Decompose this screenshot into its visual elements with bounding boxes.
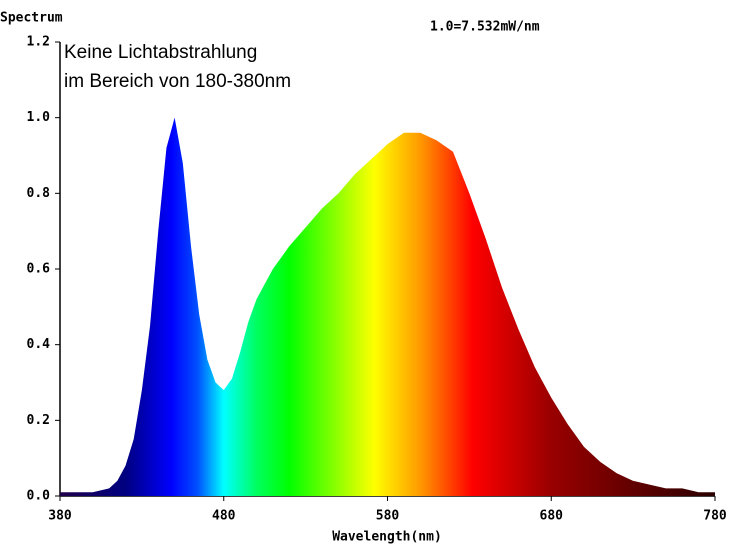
unit-note: 1.0=7.532mW/nm bbox=[430, 20, 540, 35]
x-tick-label: 680 bbox=[540, 509, 564, 524]
y-tick-label: 0.8 bbox=[27, 186, 51, 201]
y-tick-label: 0.4 bbox=[27, 337, 51, 352]
x-tick-label: 580 bbox=[376, 509, 400, 524]
y-tick-label: 1.2 bbox=[27, 35, 50, 50]
y-tick-label: 0.2 bbox=[27, 413, 50, 428]
annotation: Keine Lichtabstrahlung bbox=[64, 42, 257, 63]
y-tick-label: 0.6 bbox=[27, 262, 51, 277]
y-tick-label: 1.0 bbox=[27, 110, 51, 125]
annotation: im Bereich von 180-380nm bbox=[64, 71, 291, 92]
x-tick-label: 780 bbox=[703, 509, 727, 524]
x-axis-label: Wavelength(nm) bbox=[332, 530, 442, 545]
y-axis-label: Spectrum bbox=[0, 11, 63, 26]
y-tick-label: 0.0 bbox=[27, 489, 51, 504]
spectrum-area bbox=[60, 117, 715, 497]
x-tick-label: 380 bbox=[48, 509, 72, 524]
x-tick-label: 480 bbox=[212, 509, 236, 524]
